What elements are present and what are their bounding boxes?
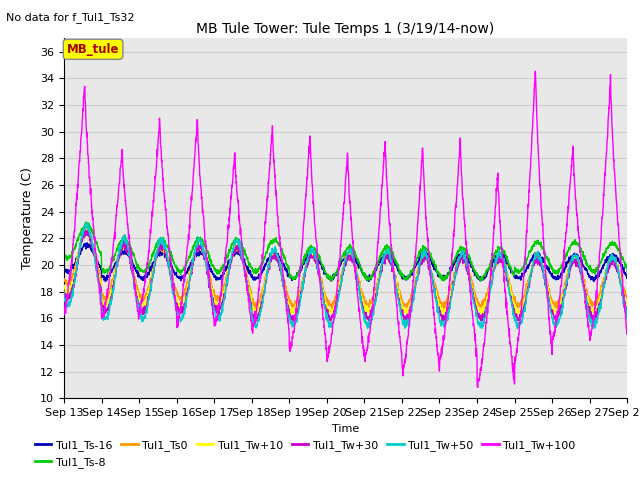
Title: MB Tule Tower: Tule Temps 1 (3/19/14-now): MB Tule Tower: Tule Temps 1 (3/19/14-now…	[196, 22, 495, 36]
X-axis label: Time: Time	[332, 424, 359, 433]
Text: MB_tule: MB_tule	[67, 43, 119, 56]
Y-axis label: Temperature (C): Temperature (C)	[22, 168, 35, 269]
Text: No data for f_Tul1_Ts32: No data for f_Tul1_Ts32	[6, 12, 135, 23]
Legend: Tul1_Ts-16, Tul1_Ts-8, Tul1_Ts0, Tul1_Tw+10, Tul1_Tw+30, Tul1_Tw+50, Tul1_Tw+100: Tul1_Ts-16, Tul1_Ts-8, Tul1_Ts0, Tul1_Tw…	[30, 436, 580, 472]
